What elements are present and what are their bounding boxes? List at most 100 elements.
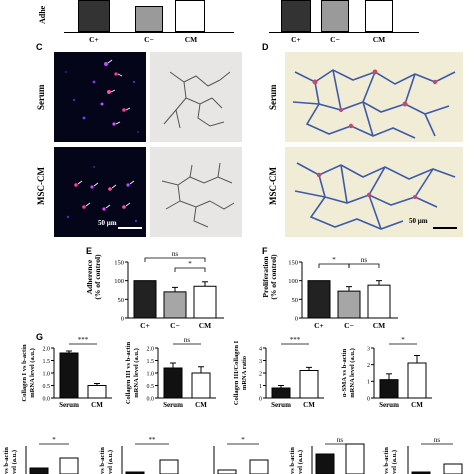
fluorescence-image-serum	[54, 52, 146, 142]
chart-g2: Collagen III vs b-actin mRNA level (a.u.)…	[125, 336, 216, 409]
chart-f-ytick-label: 50	[292, 297, 299, 304]
chart-g4-ylabel-1: mRNA level (a.u.)	[349, 348, 356, 397]
chart-g2-sig-label: ns	[184, 336, 191, 344]
panel-b: C+ C− CM	[237, 0, 474, 44]
chart-g2-ytick-label: 0.5	[147, 384, 155, 390]
scale-bar-c	[118, 227, 142, 229]
panel-a-xtick-3: CM	[184, 35, 198, 44]
bottom-row-charts: vs b-actin vel (a.u.)*vs b-actin vel (a.u.…	[3, 436, 463, 474]
chart-f-sig-bracket-0	[318, 263, 350, 268]
chart-e-sig-label-1: *	[188, 260, 192, 268]
panel-a-x-axis	[64, 32, 234, 33]
chart-f-bar-1	[337, 290, 361, 319]
panel-f-letter: F	[262, 246, 268, 256]
chart-g3-ytick-label: 0	[259, 396, 262, 402]
chart-g1-ytick-label: 0.5	[43, 384, 51, 390]
chart-g1-ytick-label: 0.0	[43, 396, 51, 402]
chart-g1-ytick-label: 1.0	[43, 371, 51, 377]
bottom-sig-label-4: ns	[434, 436, 441, 444]
chart-g2-xtick-1: CM	[195, 401, 207, 409]
chart-g2-xtick-0: Serum	[163, 401, 183, 409]
chart-g4-bar-1	[407, 362, 427, 399]
bottom-ylabel-0: vs b-actin	[3, 447, 10, 474]
stained-image-msc-cm: 50 μm	[285, 147, 463, 237]
fluorescence-image-msc-cm: 50 μm	[54, 147, 146, 237]
chart-g1-bar-0	[59, 352, 79, 399]
chart-g1-ylabel-0: Collagen I vs b-actin	[21, 344, 28, 402]
panel-a-xtick-2: C−	[144, 35, 154, 44]
chart-e-ytick-label: 50	[118, 297, 125, 304]
bottom-bar-a-4	[411, 471, 431, 474]
chart-e-sig-label-0: ns	[172, 250, 179, 258]
panel-c-row-label-1: Serum	[36, 84, 46, 111]
panel-a: Adhe C+ C− CM	[0, 0, 237, 44]
chart-f-sig-bracket-1	[348, 263, 380, 268]
chart-g3-sig-label: ***	[290, 336, 301, 344]
bottom-ylabel2-1: vel (a.u.)	[107, 450, 114, 474]
panel-a-bar-cm	[175, 0, 205, 32]
chart-g1-xtick-1: CM	[91, 401, 103, 409]
chart-g4-ylabel-0: α-SMA vs b-actin	[341, 348, 348, 397]
chart-f-ytick-label: 0	[295, 316, 298, 323]
panel-b-bar-c-minus	[321, 0, 349, 32]
chart-g1-sig-label: ***	[78, 336, 89, 344]
chart-e-ytick-label: 100	[114, 278, 124, 285]
scale-bar-d	[433, 227, 457, 229]
chart-g4-ytick-label: 3	[367, 346, 370, 352]
chart-f-bar-0	[307, 280, 331, 319]
scale-text-c: 50 μm	[98, 219, 117, 227]
panel-d-letter: D	[262, 42, 269, 52]
chart-g1-ytick-label: 1.5	[43, 359, 51, 365]
chart-g2-ytick-label: 2.0	[147, 346, 155, 352]
chart-e-xtick-1: C−	[170, 321, 180, 330]
chart-g2-ytick-label: 0.0	[147, 396, 155, 402]
chart-g1-ylabel-1: mRNA level (a.u.)	[29, 348, 36, 397]
bottom-bar-a-0	[29, 467, 49, 474]
chart-g2-ylabel-1: mRNA level (a.u.)	[133, 348, 140, 397]
chart-g2-bar-0	[163, 367, 183, 399]
chart-g2-ytick-label: 1.5	[147, 359, 155, 365]
chart-e-ytick-label: 0	[121, 316, 124, 323]
bottom-ylabel-4: vs b-actin	[383, 447, 390, 474]
panel-d-row-label-2: MSC-CM	[268, 167, 278, 205]
brightfield-image-serum	[150, 52, 242, 142]
panel-b-bar-c-plus	[281, 0, 311, 32]
chart-f-bar-2	[367, 284, 391, 319]
bottom-bar-b-3	[345, 443, 365, 474]
chart-g4-ytick-label: 2	[367, 363, 370, 369]
panel-c-row-label-2: MSC-CM	[36, 167, 46, 205]
panel-b-xtick-1: C+	[291, 35, 301, 44]
chart-g3-ylabel-1: mRNA ratio	[241, 356, 248, 390]
chart-g3-xtick-1: CM	[303, 401, 315, 409]
chart-f-xtick-2: CM	[373, 321, 386, 330]
bottom-bar-b-1	[159, 459, 179, 474]
panel-a-bar-c-minus	[135, 6, 163, 32]
chart-e-ytick-label: 150	[114, 260, 124, 267]
chart-e-bar-1	[163, 291, 187, 319]
panel-f-ylabel: Proliferation (% of control)	[261, 242, 280, 312]
chart-e-sig-bracket-0	[144, 257, 206, 262]
chart-g3-xtick-0: Serum	[271, 401, 291, 409]
chart-g1-ytick-label: 2.0	[43, 346, 51, 352]
stained-image-serum	[285, 52, 463, 142]
bottom-sig-label-1: **	[149, 436, 157, 444]
chart-g3-ytick-label: 2	[259, 371, 262, 377]
bottom-bar-b-2	[249, 459, 269, 474]
chart-g4: α-SMA vs b-actin mRNA level (a.u.) 0 1 2 3 Ser…	[341, 336, 432, 409]
panel-b-bar-cm	[365, 0, 393, 32]
chart-e-bar-0	[133, 280, 157, 319]
panel-d-row-label-1: Serum	[268, 84, 278, 111]
scale-text-d: 50 μm	[409, 217, 428, 225]
chart-e: 0 50 100 150 C+ C− CM ns *	[114, 250, 224, 330]
bottom-ylabel2-3: vel (a.u.)	[297, 450, 304, 474]
chart-e-bar-2	[193, 285, 217, 319]
chart-g1: Collagen I vs b-actin mRNA level (a.u.) 0.…	[21, 336, 112, 409]
panel-e-letter: E	[86, 246, 93, 256]
bottom-ylabel2-0: vel (a.u.)	[11, 450, 18, 474]
chart-f-ytick-label: 100	[288, 278, 298, 285]
chart-g4-sig-label: *	[401, 336, 405, 344]
brightfield-image-msc-cm	[150, 147, 242, 237]
chart-g4-ytick-label: 1	[367, 380, 370, 386]
bottom-ylabel-1: vs b-actin	[99, 447, 106, 474]
